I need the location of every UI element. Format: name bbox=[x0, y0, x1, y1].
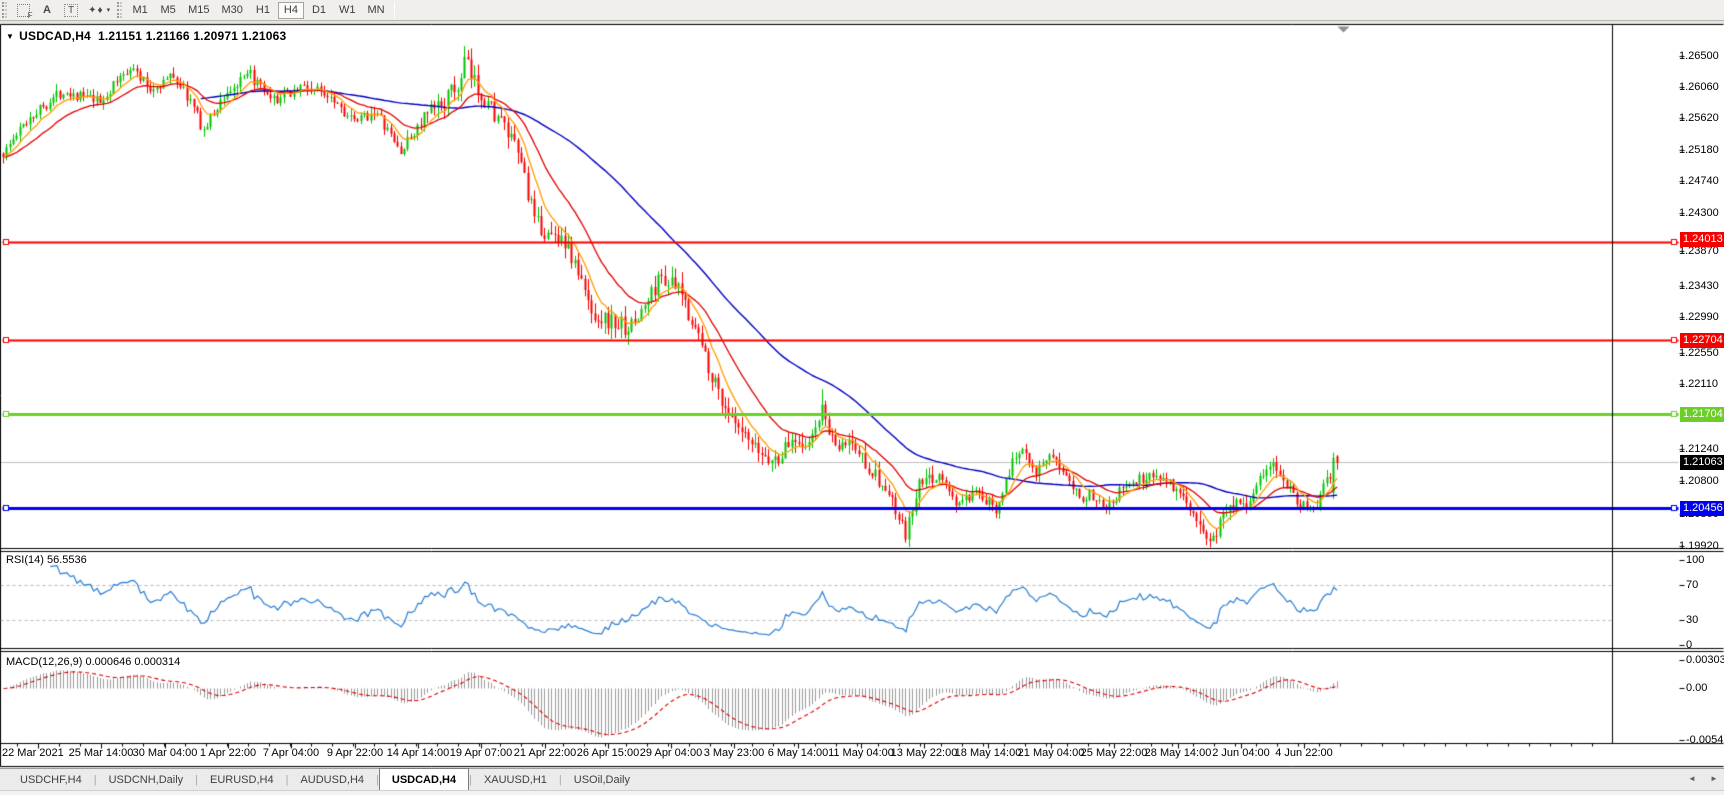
time-axis-label: 25 Mar 14:00 bbox=[68, 747, 134, 759]
rsi-label: RSI(14) 56.5536 bbox=[6, 554, 87, 566]
macd-label: MACD(12,26,9) 0.000646 0.000314 bbox=[6, 656, 181, 668]
rsi-scale-label: 70 bbox=[1686, 579, 1699, 591]
time-axis-label: 26 Apr 15:00 bbox=[576, 747, 640, 759]
time-axis-label: 18 May 14:00 bbox=[954, 747, 1022, 759]
rsi-scale-label: 30 bbox=[1686, 614, 1699, 626]
price-level-box: 1.20456 bbox=[1680, 501, 1724, 516]
price-tick-label: 1.25620 bbox=[1679, 112, 1719, 124]
price-tick-label: 1.21240 bbox=[1679, 443, 1719, 455]
price-tick-label: 1.22990 bbox=[1679, 311, 1719, 323]
time-axis-label: 7 Apr 04:00 bbox=[262, 747, 320, 759]
time-axis-label: 14 Apr 14:00 bbox=[386, 747, 450, 759]
price-tick-label: 1.26500 bbox=[1679, 50, 1719, 62]
tab-scroll-left-icon[interactable]: ◄ bbox=[1688, 774, 1696, 783]
time-axis-label: 4 Jun 22:00 bbox=[1275, 747, 1333, 759]
time-axis-label: 30 Mar 04:00 bbox=[132, 747, 198, 759]
price-tick-label: 1.24740 bbox=[1679, 175, 1719, 187]
price-level-box: 1.21063 bbox=[1680, 455, 1724, 470]
price-tick-label: 1.19920 bbox=[1679, 540, 1719, 552]
price-tick-label: 1.22550 bbox=[1679, 347, 1719, 359]
time-axis-label: 22 Mar 2021 bbox=[2, 747, 64, 759]
time-axis-label: 11 May 04:00 bbox=[828, 747, 894, 759]
rsi-scale-label: 100 bbox=[1686, 554, 1705, 566]
price-tick-label: 1.26060 bbox=[1679, 81, 1719, 93]
tab-scroll-right-icon[interactable]: ► bbox=[1710, 774, 1718, 783]
time-axis-label: 13 May 22:00 bbox=[890, 747, 958, 759]
price-level-box: 1.24013 bbox=[1680, 232, 1724, 247]
time-axis-label: 1 Apr 22:00 bbox=[199, 747, 257, 759]
time-axis-label: 3 May 23:00 bbox=[703, 747, 765, 759]
price-tick-label: 1.23430 bbox=[1679, 280, 1719, 292]
price-tick-label: 1.23870 bbox=[1679, 245, 1719, 257]
time-axis-label: 19 Apr 07:00 bbox=[449, 747, 513, 759]
price-tick-label: 1.20800 bbox=[1679, 475, 1719, 487]
time-axis-label: 2 Jun 04:00 bbox=[1212, 747, 1270, 759]
chart-ohlc: 1.21151 1.21166 1.20971 1.21063 bbox=[98, 29, 287, 43]
time-axis-label: 28 May 14:00 bbox=[1144, 747, 1212, 759]
macd-scale-label: 0.00 bbox=[1686, 682, 1708, 694]
time-axis-label: 21 May 04:00 bbox=[1017, 747, 1085, 759]
chart-symbol: USDCAD,H4 bbox=[19, 29, 91, 43]
time-axis-label: 29 Apr 04:00 bbox=[639, 747, 703, 759]
time-axis-label: 21 Apr 22:00 bbox=[513, 747, 577, 759]
time-axis-label: 25 May 22:00 bbox=[1080, 747, 1148, 759]
chart-title[interactable]: ▼ USDCAD,H4 1.21151 1.21166 1.20971 1.210… bbox=[6, 29, 286, 43]
price-tick-label: 1.25180 bbox=[1679, 144, 1719, 156]
time-axis-label: 9 Apr 22:00 bbox=[326, 747, 384, 759]
price-tick-label: 1.24300 bbox=[1679, 207, 1719, 219]
time-axis-label: 6 May 14:00 bbox=[767, 747, 829, 759]
chart-menu-arrow-icon: ▼ bbox=[6, 32, 15, 41]
price-level-box: 1.21704 bbox=[1680, 407, 1724, 422]
price-tick-label: 1.22110 bbox=[1679, 378, 1718, 390]
price-level-box: 1.22704 bbox=[1680, 333, 1724, 348]
macd-scale-label: -0.005429 bbox=[1686, 734, 1724, 746]
macd-scale-label: 0.003035 bbox=[1686, 654, 1724, 666]
rsi-scale-label: 0 bbox=[1686, 639, 1693, 651]
